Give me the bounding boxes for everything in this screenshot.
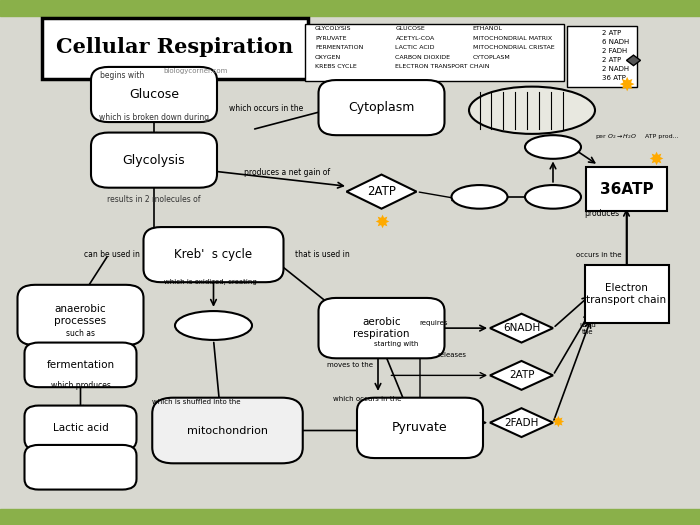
Ellipse shape (452, 185, 508, 208)
Text: Electron
transport chain: Electron transport chain (587, 283, 666, 305)
FancyBboxPatch shape (318, 80, 444, 135)
FancyBboxPatch shape (25, 445, 136, 489)
Text: which occurs in the: which occurs in the (229, 104, 303, 113)
Text: Pyruvate: Pyruvate (392, 422, 448, 434)
Text: ✸: ✸ (374, 214, 389, 232)
Text: that is used in: that is used in (295, 250, 349, 259)
Text: ✸: ✸ (618, 76, 635, 95)
Text: aerobic
respiration: aerobic respiration (354, 317, 410, 339)
Text: 36 ATP: 36 ATP (602, 75, 626, 81)
Text: can be used in: can be used in (84, 250, 140, 259)
Text: Glucose: Glucose (129, 88, 179, 101)
FancyBboxPatch shape (357, 398, 483, 458)
Polygon shape (346, 174, 416, 208)
Text: LACTIC ACID: LACTIC ACID (395, 45, 435, 50)
Text: fermentation: fermentation (46, 360, 115, 370)
Text: requires: requires (420, 320, 448, 326)
Text: 2 ATP: 2 ATP (602, 57, 622, 63)
Text: starting with: starting with (374, 341, 419, 347)
Text: Cytoplasm: Cytoplasm (349, 101, 414, 114)
FancyBboxPatch shape (153, 398, 302, 464)
Text: produces: produces (584, 209, 620, 218)
Text: biologycorner.com: biologycorner.com (164, 68, 228, 74)
Text: ELECTRON TRANSPORT CHAIN: ELECTRON TRANSPORT CHAIN (395, 64, 490, 69)
Text: ACETYL-COA: ACETYL-COA (395, 36, 435, 41)
Text: CYTOPLASM: CYTOPLASM (473, 55, 510, 60)
FancyBboxPatch shape (584, 265, 668, 323)
Text: which occurs in the: which occurs in the (333, 396, 402, 402)
Ellipse shape (469, 87, 595, 134)
Text: such as: such as (66, 329, 95, 338)
Text: which produces: which produces (50, 381, 111, 391)
FancyBboxPatch shape (25, 343, 136, 387)
Text: which is broken down during: which is broken down during (99, 113, 209, 122)
Text: releases: releases (437, 352, 466, 359)
Text: ✸: ✸ (552, 415, 564, 430)
Text: which is oxidized, creating: which is oxidized, creating (164, 279, 256, 285)
Text: occurs in the: occurs in the (575, 251, 622, 258)
Text: 2ATP: 2ATP (509, 370, 534, 381)
Ellipse shape (525, 135, 581, 159)
Text: 2 FADH: 2 FADH (602, 48, 627, 54)
Polygon shape (490, 361, 553, 390)
Text: Lactic acid: Lactic acid (52, 423, 108, 433)
Text: moves to the: moves to the (327, 362, 373, 368)
Text: Kreb'  s cycle: Kreb' s cycle (174, 248, 253, 261)
Polygon shape (490, 408, 553, 437)
Bar (0, 0, 700, 16)
Text: Cellular Respiration: Cellular Respiration (57, 37, 293, 57)
Polygon shape (490, 313, 553, 343)
Text: 36ATP: 36ATP (600, 182, 653, 196)
Text: produces a net gain of: produces a net gain of (244, 167, 330, 177)
FancyBboxPatch shape (304, 24, 564, 81)
Ellipse shape (175, 311, 252, 340)
Text: ✸: ✸ (648, 151, 664, 169)
Text: KREBS CYCLE: KREBS CYCLE (315, 64, 357, 69)
Polygon shape (626, 55, 640, 66)
Text: which is shuffled into the: which is shuffled into the (152, 398, 240, 405)
Text: 2 NADH: 2 NADH (602, 66, 629, 72)
Text: 2ATP: 2ATP (367, 185, 396, 198)
Ellipse shape (525, 185, 581, 208)
Text: GLUCOSE: GLUCOSE (395, 26, 425, 31)
FancyBboxPatch shape (25, 405, 136, 450)
Bar (0, 509, 700, 525)
Text: used
the: used the (580, 322, 596, 334)
Text: GLYCOLYSIS: GLYCOLYSIS (315, 26, 351, 31)
FancyBboxPatch shape (567, 26, 637, 87)
Text: ETHANOL: ETHANOL (473, 26, 503, 31)
FancyBboxPatch shape (318, 298, 444, 358)
Text: MITOCHONDRIAL MATRIX: MITOCHONDRIAL MATRIX (473, 36, 552, 41)
Text: PYRUVATE: PYRUVATE (315, 36, 346, 41)
Text: 6NADH: 6NADH (503, 323, 540, 333)
FancyBboxPatch shape (42, 18, 308, 79)
FancyBboxPatch shape (144, 227, 284, 282)
Text: CARBON DIOXIDE: CARBON DIOXIDE (395, 55, 451, 60)
Text: mitochondrion: mitochondrion (187, 425, 268, 436)
Text: OXYGEN: OXYGEN (315, 55, 342, 60)
Text: Glycolysis: Glycolysis (122, 154, 186, 166)
Text: FERMENTATION: FERMENTATION (315, 45, 363, 50)
Text: anaerobic
processes: anaerobic processes (55, 304, 106, 326)
Text: 2 ATP: 2 ATP (602, 30, 622, 36)
Text: 6 NADH: 6 NADH (602, 39, 629, 45)
Text: ATP prod...: ATP prod... (645, 134, 678, 139)
Text: results in 2 molecules of: results in 2 molecules of (107, 195, 201, 204)
FancyBboxPatch shape (91, 67, 217, 122)
FancyBboxPatch shape (587, 167, 666, 211)
Text: MITOCHONDRIAL CRISTAE: MITOCHONDRIAL CRISTAE (473, 45, 554, 50)
FancyBboxPatch shape (91, 133, 217, 188)
Text: 2FADH: 2FADH (504, 417, 539, 428)
Text: per $O_2 \rightarrow H_2O$: per $O_2 \rightarrow H_2O$ (595, 132, 637, 141)
FancyBboxPatch shape (18, 285, 144, 345)
Text: begins with: begins with (100, 70, 145, 80)
